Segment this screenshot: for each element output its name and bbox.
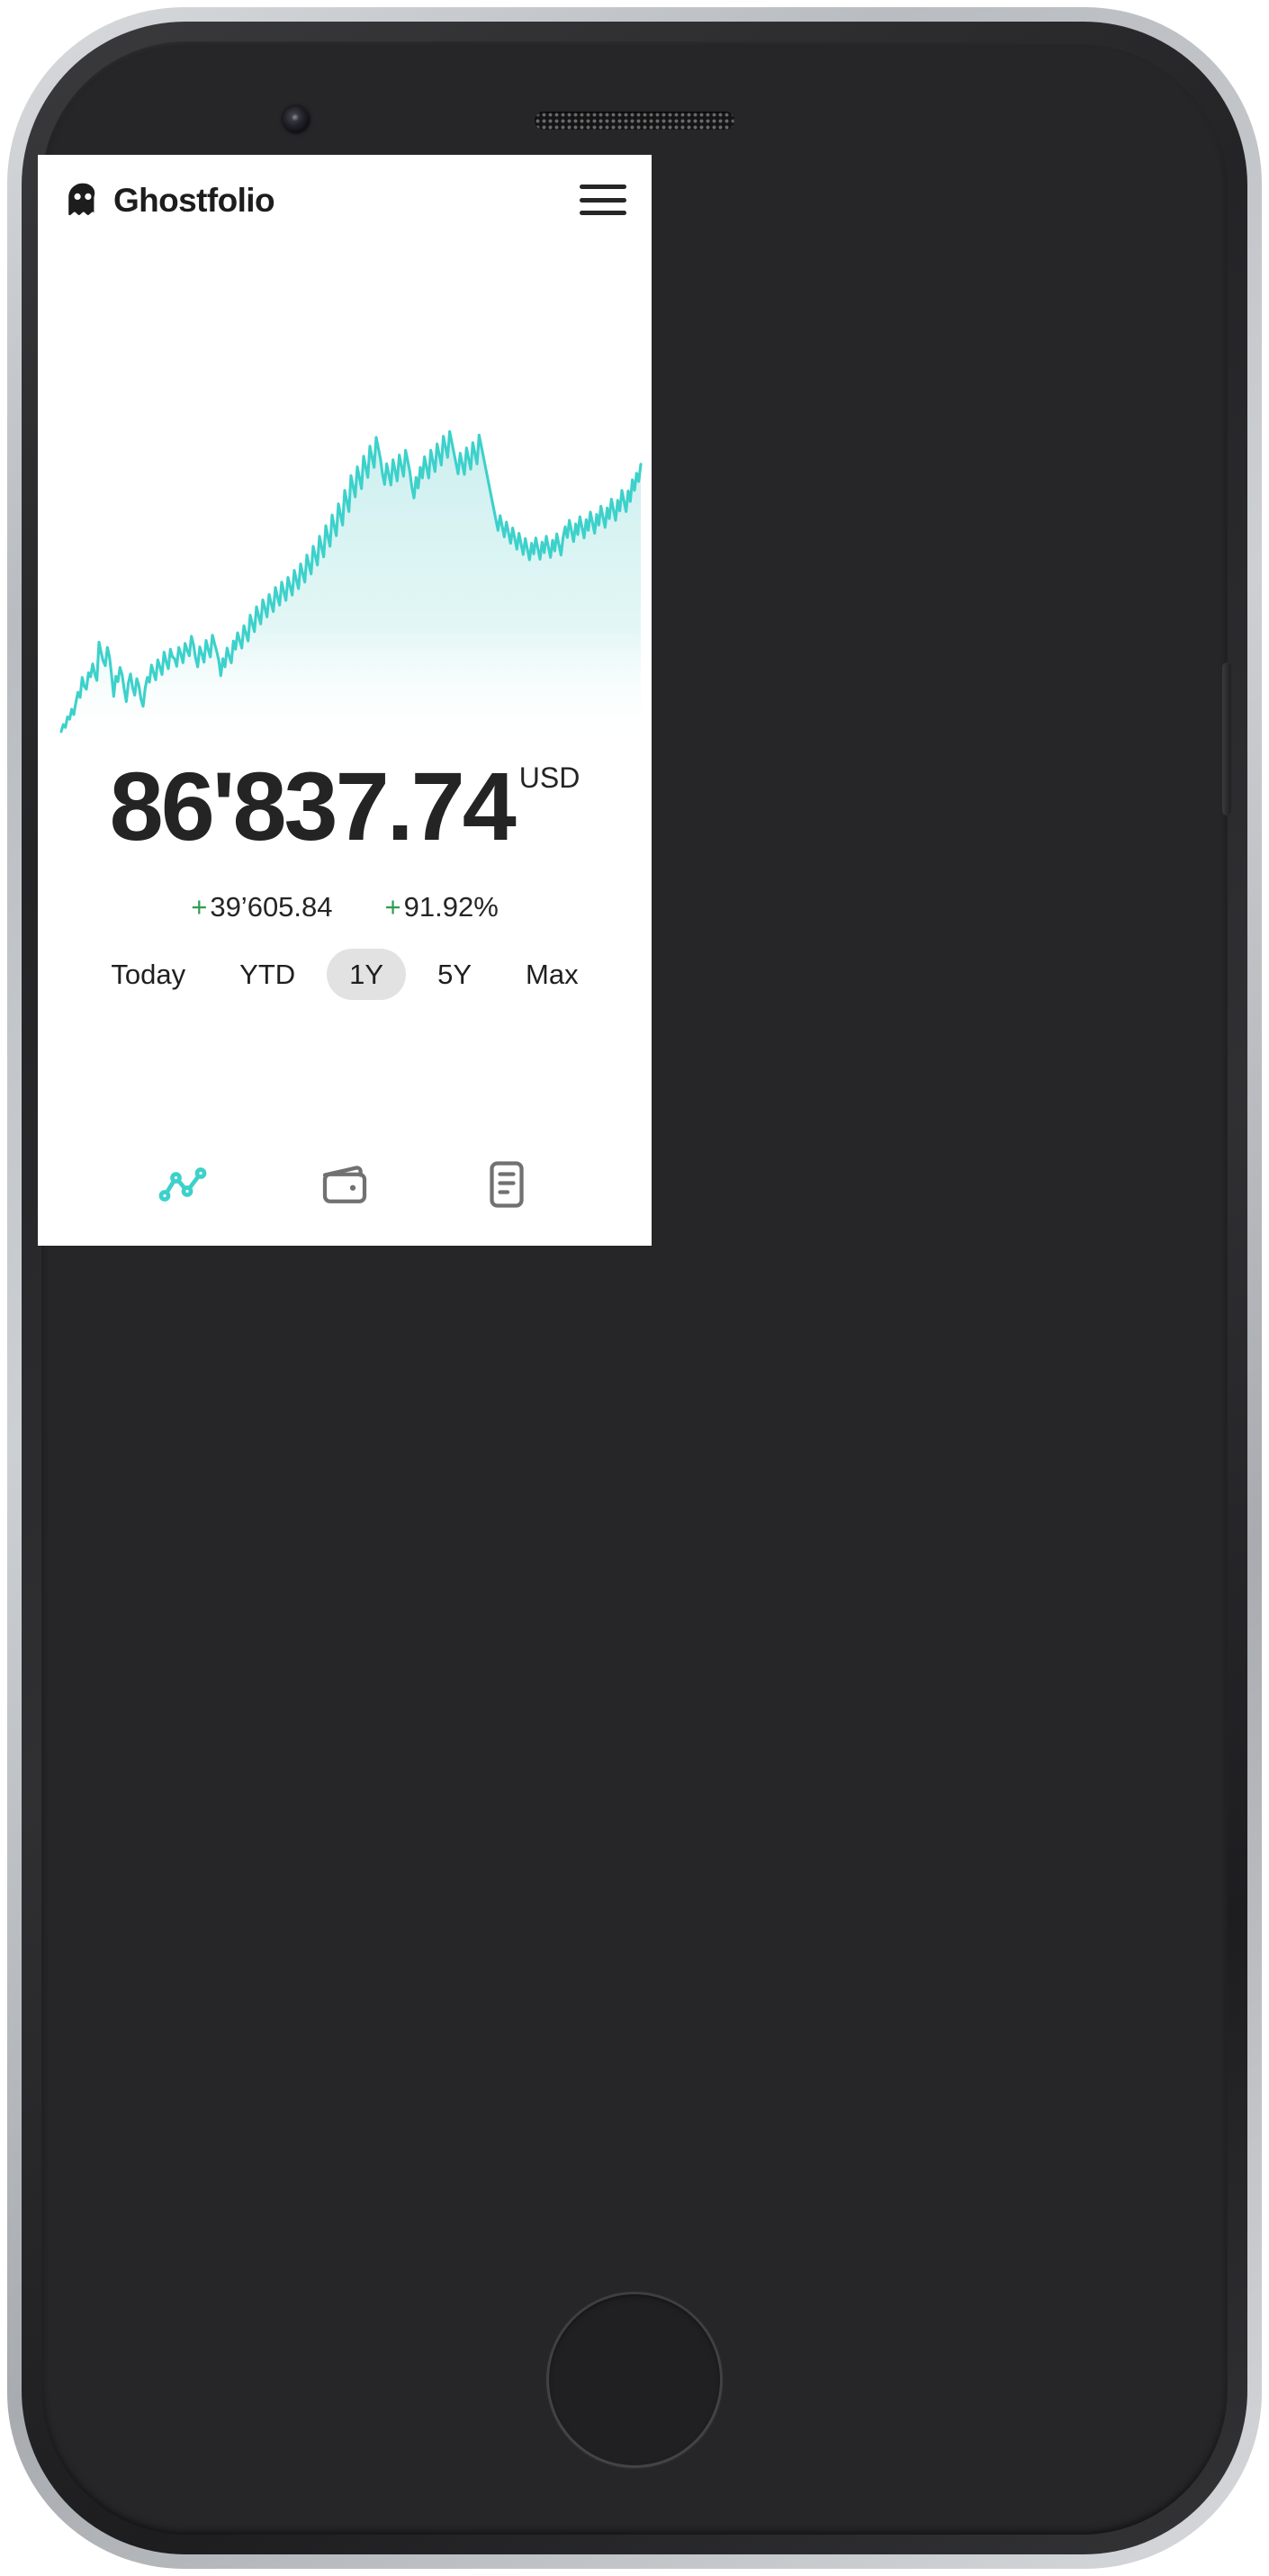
- home-button[interactable]: [546, 2292, 723, 2468]
- portfolio-currency-label: USD: [518, 761, 580, 794]
- brand-logo[interactable]: Ghostfolio: [65, 181, 275, 219]
- chart-svg: [59, 429, 643, 749]
- change-percent: +91.92%: [385, 891, 499, 923]
- range-tab-1y[interactable]: 1Y: [327, 949, 407, 1000]
- portfolio-change-row: +39’605.84 +91.92%: [38, 891, 652, 923]
- hamburger-menu-icon[interactable]: [580, 181, 626, 219]
- range-tab-max[interactable]: Max: [503, 949, 601, 1000]
- earpiece-speaker-grille: [535, 112, 734, 130]
- portfolio-value-amount: 86'837.74: [109, 752, 517, 860]
- nav-portfolio[interactable]: [316, 1156, 374, 1213]
- brand-name: Ghostfolio: [113, 181, 275, 219]
- portfolio-performance-chart[interactable]: [38, 421, 652, 749]
- chart-line: [59, 429, 643, 734]
- nav-accounts[interactable]: [478, 1156, 536, 1213]
- app-header: Ghostfolio: [38, 155, 652, 245]
- line-chart-icon: [156, 1157, 210, 1211]
- app-screen: Ghostfolio: [38, 155, 652, 1246]
- range-tab-today[interactable]: Today: [88, 949, 208, 1000]
- range-tab-ytd[interactable]: YTD: [217, 949, 318, 1000]
- range-tab-5y[interactable]: 5Y: [415, 949, 494, 1000]
- bottom-navigation: [38, 1123, 652, 1246]
- ghost-icon: [65, 182, 101, 218]
- front-camera-icon: [283, 106, 310, 133]
- change-absolute: +39’605.84: [191, 891, 332, 923]
- change-absolute-value: 39’605.84: [210, 891, 333, 923]
- menu-bar-bottom: [580, 211, 626, 215]
- document-list-icon: [480, 1157, 534, 1211]
- change-percent-sign: +: [384, 891, 401, 923]
- chart-area-fill: [61, 431, 641, 749]
- menu-bar-middle: [580, 197, 626, 203]
- date-range-tabs: Today YTD 1Y 5Y Max: [38, 949, 652, 1000]
- change-absolute-sign: +: [191, 891, 208, 923]
- portfolio-value-row: 86'837.74 USD: [38, 758, 652, 855]
- change-percent-value: 91.92%: [403, 891, 499, 923]
- power-button[interactable]: [1222, 662, 1231, 815]
- wallet-icon: [318, 1157, 372, 1211]
- nav-overview[interactable]: [154, 1156, 212, 1213]
- menu-bar-top: [580, 185, 626, 189]
- portfolio-value-block: 86'837.74 USD: [38, 758, 652, 855]
